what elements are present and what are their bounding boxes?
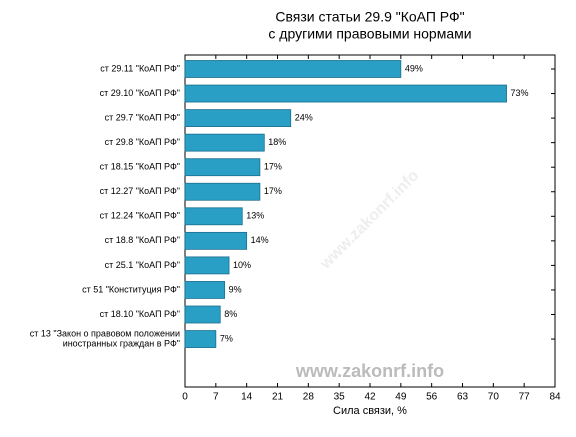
value-label: 17% (264, 186, 282, 196)
x-tick-label: 7 (213, 392, 219, 403)
chart-subtitle: с другими правовыми нормами (268, 26, 471, 42)
y-tick-label: ст 13 "Закон о правовом положении (30, 328, 180, 338)
y-tick-label: ст 51 "Конституция РФ" (82, 284, 180, 294)
bar (184, 60, 402, 78)
x-tick-label: 84 (549, 392, 561, 403)
bar (184, 182, 261, 201)
y-tick-label: ст 29.11 "КоАП РФ" (100, 63, 180, 73)
y-tick-label: ст 12.24 "КоАП РФ" (100, 211, 180, 221)
y-tick-label: иностранных граждан в РФ" (63, 338, 180, 348)
value-label: 10% (233, 260, 251, 270)
y-tick-label: ст 29.8 "КоАП РФ" (105, 137, 180, 147)
chart-title: Связи статьи 29.9 "КоАП РФ" (275, 9, 464, 25)
y-tick-label: ст 18.10 "КоАП РФ" (100, 309, 180, 319)
x-tick-label: 49 (395, 392, 407, 403)
watermark: www.zakonrf.info (295, 361, 444, 381)
x-tick-label: 14 (241, 392, 253, 403)
value-label: 49% (405, 63, 423, 73)
x-tick-label: 70 (488, 392, 500, 403)
y-tick-label: ст 12.27 "КоАП РФ" (100, 186, 180, 196)
value-label: 8% (224, 309, 237, 319)
bar (184, 84, 507, 103)
y-tick-label: ст 29.10 "КоАП РФ" (100, 88, 180, 98)
x-axis-label: Сила связи, % (333, 405, 407, 417)
bar (184, 231, 248, 250)
x-tick-label: 77 (519, 392, 531, 403)
bar (184, 158, 261, 177)
bar (184, 256, 230, 275)
y-tick-label: ст 18.15 "КоАП РФ" (100, 162, 180, 172)
value-label: 73% (511, 88, 529, 98)
x-tick-label: 63 (457, 392, 469, 403)
x-tick-label: 28 (303, 392, 315, 403)
value-label: 24% (295, 112, 313, 122)
x-tick-label: 42 (364, 392, 376, 403)
bar (184, 109, 292, 127)
x-tick-label: 0 (182, 392, 188, 403)
value-label: 18% (268, 137, 286, 147)
watermark-diagonal: www.zakonrf.info (316, 167, 422, 273)
x-tick-label: 56 (426, 392, 438, 403)
y-tick-label: ст 29.7 "КоАП РФ" (105, 112, 180, 122)
value-label: 17% (264, 162, 282, 172)
y-tick-label: ст 25.1 "КоАП РФ" (105, 260, 180, 270)
bar (184, 305, 221, 324)
x-tick-label: 35 (334, 392, 346, 403)
value-label: 9% (229, 284, 242, 294)
y-tick-label: ст 18.8 "КоАП РФ" (105, 235, 180, 245)
bar (184, 133, 265, 152)
x-tick-label: 21 (272, 392, 284, 403)
bar (184, 207, 243, 226)
value-label: 14% (251, 235, 269, 245)
value-label: 13% (246, 211, 264, 221)
bar (184, 330, 217, 348)
bar (184, 281, 226, 299)
value-label: 7% (220, 333, 233, 343)
